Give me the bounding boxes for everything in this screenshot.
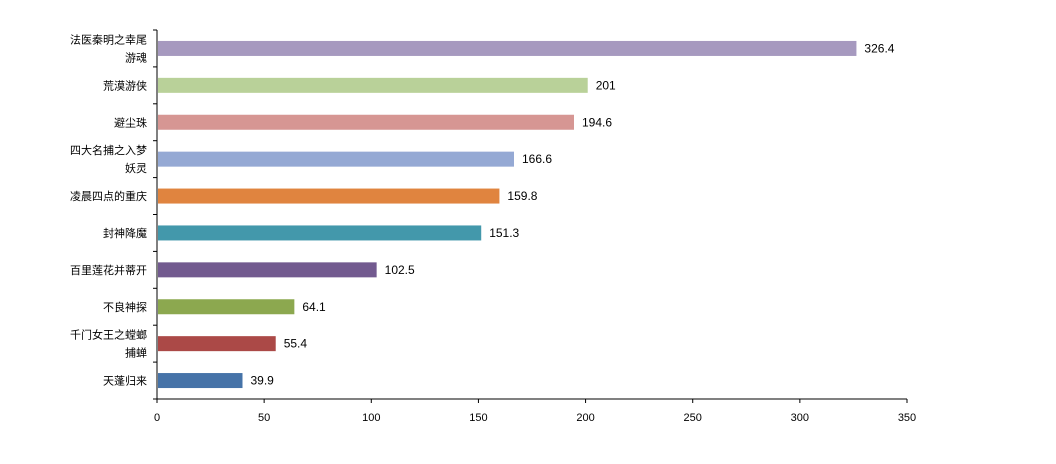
bar	[158, 188, 500, 204]
value-label: 151.3	[489, 226, 519, 240]
x-tick-label: 300	[791, 412, 809, 424]
bar	[158, 114, 574, 130]
category-label: 荒漠游侠	[103, 79, 147, 92]
bar	[158, 151, 514, 167]
y-axis-ticks	[153, 29, 157, 400]
bar	[158, 77, 588, 93]
value-label: 159.8	[507, 189, 537, 203]
x-axis-ticks: 0 50 100 150 200 250 300 350	[154, 399, 916, 424]
value-label: 64.1	[302, 300, 326, 314]
category-label: 天蓬归来	[103, 374, 147, 388]
category-label: 游魂	[125, 51, 147, 64]
x-tick-label: 150	[469, 412, 487, 424]
x-tick-label: 100	[362, 412, 380, 424]
value-label: 102.5	[385, 263, 415, 277]
bar	[158, 373, 243, 389]
value-label: 39.9	[251, 374, 275, 388]
bar	[158, 336, 276, 352]
category-label: 封神降魔	[103, 226, 147, 240]
value-labels: 326.4 201 194.6 166.6 159.8 151.3 102.5 64.1 55.…	[251, 41, 895, 387]
category-label: 凌晨四点的重庆	[70, 189, 147, 203]
category-label: 百里莲花并蒂开	[70, 263, 147, 277]
x-tick-label: 350	[898, 412, 916, 424]
x-tick-label: 0	[154, 412, 160, 424]
bar	[158, 299, 295, 315]
value-label: 166.6	[522, 152, 552, 166]
category-label: 不良神探	[103, 300, 147, 314]
value-label: 194.6	[582, 115, 612, 129]
bar	[158, 225, 482, 241]
value-label: 201	[596, 78, 616, 92]
category-label: 捕蝉	[125, 346, 147, 360]
value-label: 326.4	[864, 41, 894, 55]
category-label: 法医秦明之幸尾	[70, 32, 147, 46]
category-label: 避尘珠	[114, 115, 147, 129]
category-label: 四大名捕之入梦	[70, 143, 147, 157]
bar	[158, 262, 377, 278]
bars-group	[158, 40, 857, 389]
category-label: 妖灵	[125, 161, 147, 175]
bar	[158, 40, 857, 56]
category-label: 千门女王之螳螂	[70, 328, 147, 342]
value-label: 55.4	[284, 337, 308, 351]
x-tick-label: 250	[684, 412, 702, 424]
category-labels: 法医秦明之幸尾游魂荒漠游侠避尘珠四大名捕之入梦妖灵凌晨四点的重庆封神降魔百里莲花…	[70, 32, 147, 387]
x-tick-label: 50	[258, 412, 270, 424]
x-tick-label: 200	[576, 412, 594, 424]
